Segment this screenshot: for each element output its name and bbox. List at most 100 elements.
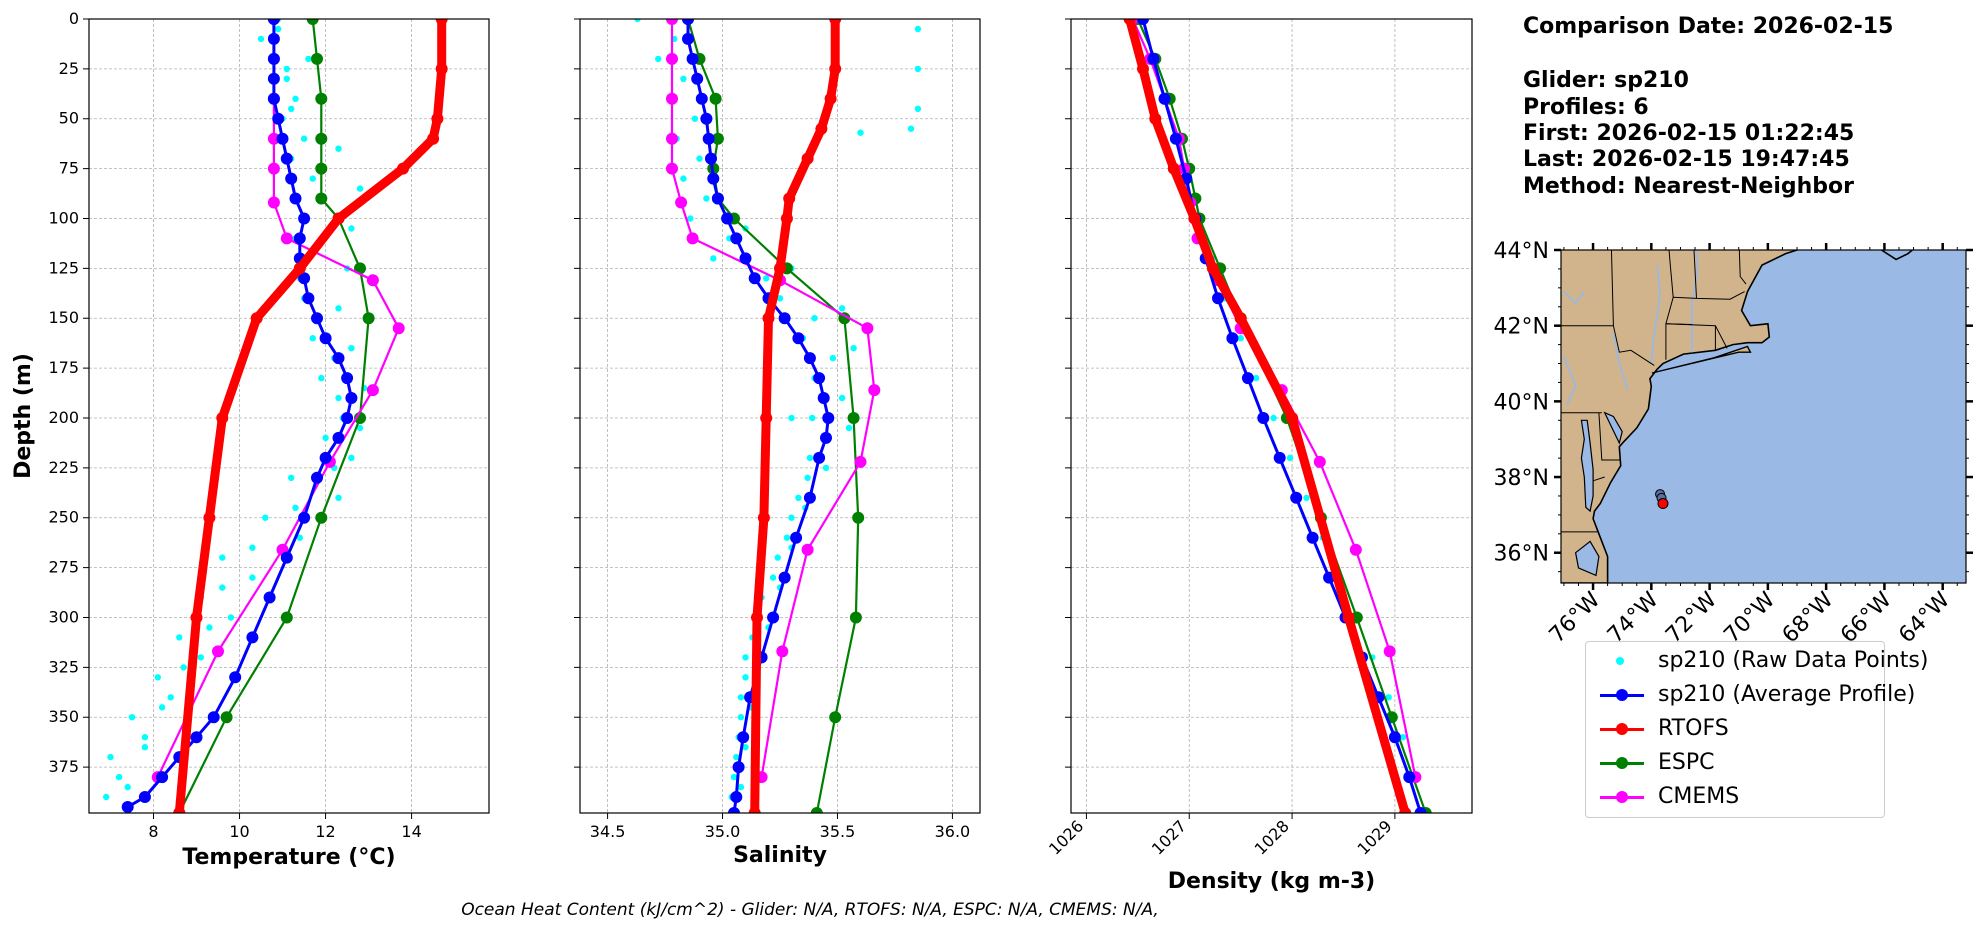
map-lon-label-2: 72°W — [1661, 587, 1722, 648]
data-point-rtofs-6 — [1234, 312, 1247, 325]
data-point-rtofs-7 — [1286, 412, 1299, 424]
data-point-raw-8 — [309, 335, 316, 342]
data-point-raw-12 — [795, 494, 802, 501]
series-cmems — [666, 19, 881, 784]
data-point-cmems-1 — [666, 52, 678, 65]
ocean-heat-content-note: Ocean Heat Content (kJ/cm^2) - Glider: N… — [461, 900, 1159, 920]
data-point-rtofs-5 — [332, 212, 345, 225]
data-point-glider-22 — [813, 451, 826, 464]
data-point-glider-24 — [790, 531, 803, 544]
data-point-glider-13 — [748, 272, 761, 285]
data-point-glider-17 — [332, 352, 345, 365]
data-point-raw-38 — [107, 753, 114, 761]
data-point-glider-34 — [121, 801, 134, 813]
data-point-raw-33 — [774, 554, 781, 561]
series-glider — [1137, 19, 1427, 813]
data-point-raw-59 — [124, 783, 131, 791]
bay-0 — [1580, 419, 1594, 513]
data-point-glider-6 — [702, 132, 715, 145]
data-point-raw-37 — [128, 714, 136, 721]
comparison-date: Comparison Date: 2026-02-15 — [1523, 14, 1894, 39]
data-point-glider-8 — [285, 172, 298, 185]
state-border-8 — [1665, 323, 1693, 325]
data-point-glider-29 — [207, 711, 220, 724]
data-point-raw-10 — [1270, 414, 1277, 422]
data-point-cmems-6 — [686, 232, 699, 245]
data-point-cmems-12 — [212, 645, 224, 658]
data-point-glider-20 — [822, 412, 835, 424]
data-point-glider-18 — [341, 372, 354, 385]
y-axis-label: Depth (m) — [11, 353, 36, 479]
river-3 — [1562, 355, 1577, 406]
x-tick-label-3: 36.0 — [935, 822, 971, 841]
map-lon-label-5: 66°W — [1836, 587, 1897, 648]
data-point-glider-20 — [341, 412, 354, 424]
data-point-glider-0 — [267, 19, 280, 25]
data-point-glider-5 — [700, 112, 713, 125]
y-tick-label-6: 150 — [48, 308, 79, 327]
series-line-rtofs — [1125, 19, 1410, 813]
data-point-glider-20 — [1414, 807, 1427, 813]
data-point-raw-58 — [141, 744, 149, 751]
series-glider — [682, 19, 835, 813]
data-point-glider-27 — [246, 631, 259, 644]
data-point-glider-9 — [1241, 372, 1254, 385]
x-axis-label: Density (kg m-3) — [1168, 869, 1376, 894]
data-point-raw-51 — [822, 464, 830, 472]
data-point-raw-14 — [249, 574, 256, 581]
data-point-raw-4 — [309, 175, 316, 182]
temperature-panel: 8 10 12 14 0 25 50 75 100 125 150 175 200 225 250 275 30… — [11, 9, 490, 870]
data-point-glider-29 — [737, 731, 750, 744]
data-point-raw-18 — [141, 734, 149, 741]
y-tick-label-14: 350 — [48, 707, 79, 726]
series-line-cmems — [670, 19, 876, 779]
data-point-glider-26 — [767, 611, 780, 624]
y-tick-label-5: 125 — [48, 258, 79, 277]
data-point-glider-12 — [1290, 491, 1303, 504]
map-lat-label-0: 44°N — [1494, 239, 1549, 264]
data-point-glider-31 — [730, 791, 743, 803]
data-point-cmems-2 — [666, 92, 678, 105]
data-point-espc-8 — [362, 312, 375, 325]
data-point-glider-9 — [711, 192, 724, 205]
y-tick-label-8: 200 — [48, 408, 79, 427]
data-point-raw-52 — [292, 504, 299, 511]
data-point-glider-15 — [311, 312, 323, 325]
data-point-cmems-4 — [666, 162, 678, 175]
data-point-glider-10 — [298, 212, 311, 225]
data-point-raw-42 — [288, 105, 295, 113]
data-point-raw-28 — [829, 354, 837, 362]
data-point-rtofs-2 — [1149, 112, 1162, 125]
data-point-glider-8 — [1226, 332, 1239, 345]
data-point-glider-1 — [1147, 52, 1160, 65]
x-axis-label: Temperature (°C) — [182, 845, 395, 870]
legend-item-rtofs: RTOFS — [1586, 714, 1884, 744]
data-point-rtofs-12 — [748, 807, 761, 813]
map-lon-label-6: 64°W — [1894, 587, 1955, 648]
data-point-glider-4 — [267, 92, 280, 105]
data-point-raw-7 — [776, 295, 784, 302]
data-point-espc-0 — [306, 19, 319, 25]
data-point-cmems-9 — [366, 384, 379, 397]
data-point-glider-11 — [730, 232, 743, 245]
density-panel: 1026 1027 1028 1029 Density (kg m-3) — [1045, 18, 1473, 894]
data-point-raw-13 — [296, 534, 303, 541]
data-point-glider-3 — [267, 72, 280, 85]
data-point-raw-57 — [158, 704, 166, 711]
data-point-glider-0 — [1137, 19, 1149, 25]
data-point-raw-12 — [335, 494, 342, 501]
data-point-espc-2 — [709, 92, 722, 105]
legend-label-glider: sp210 (Average Profile) — [1658, 682, 1916, 707]
data-point-glider-5 — [272, 112, 285, 125]
data-point-raw-17 — [1385, 694, 1392, 701]
data-point-glider-7 — [280, 152, 293, 165]
data-point-cmems-3 — [267, 132, 280, 145]
data-point-espc-1 — [311, 52, 323, 65]
data-point-glider-30 — [732, 761, 745, 774]
data-point-glider-16 — [792, 332, 805, 345]
data-point-glider-2 — [686, 52, 699, 65]
legend-item-cmems: CMEMS — [1586, 782, 1884, 812]
data-point-rtofs-10 — [757, 511, 770, 524]
data-point-raw-37 — [737, 714, 745, 721]
data-point-glider-32 — [156, 771, 169, 784]
